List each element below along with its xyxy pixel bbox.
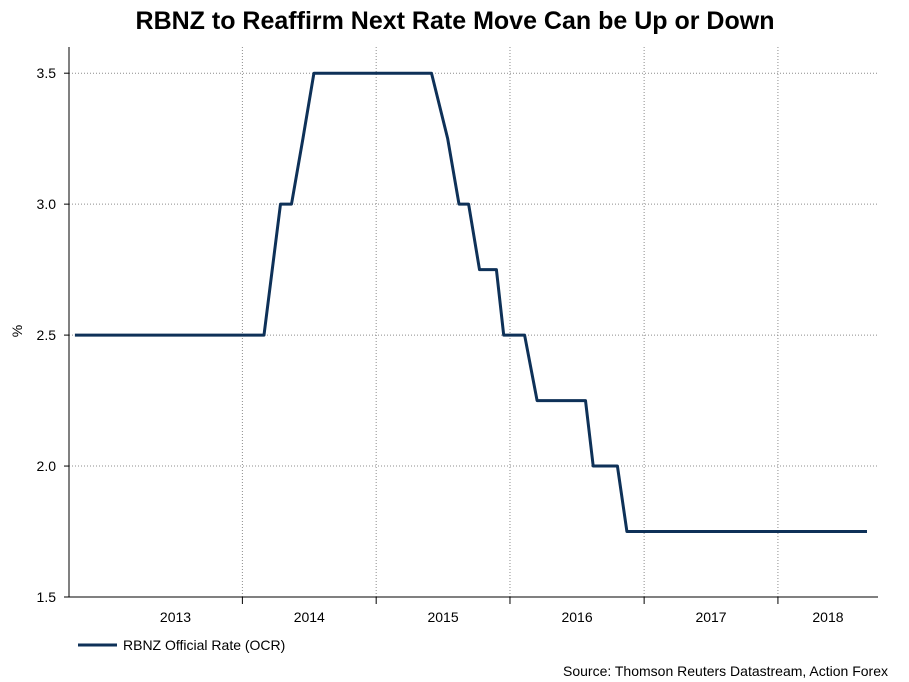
legend-label: RBNZ Official Rate (OCR) — [123, 637, 285, 653]
y-tick-label: 2.0 — [37, 458, 57, 474]
source-note: Source: Thomson Reuters Datastream, Acti… — [563, 663, 888, 679]
series-line — [74, 71, 867, 533]
x-tick-label: 2013 — [160, 609, 191, 625]
y-tick-label: 1.5 — [37, 589, 57, 605]
y-tick-label: 3.0 — [37, 196, 57, 212]
y-tick-label: 2.5 — [37, 327, 57, 343]
x-tick-label: 2014 — [294, 609, 325, 625]
x-tick-label: 2016 — [561, 609, 592, 625]
y-tick-label: 3.5 — [37, 65, 57, 81]
y-axis-label: % — [9, 325, 25, 337]
axes: 1.5 2.0 2.5 3.0 3.5 2013 2014 2015 2016 2017 2018 — [37, 47, 878, 625]
grid — [69, 47, 878, 597]
chart-title: RBNZ to Reaffirm Next Rate Move Can be U… — [136, 7, 775, 35]
x-tick-label: 2018 — [812, 609, 843, 625]
series-layer — [74, 71, 867, 533]
x-tick-label: 2017 — [695, 609, 726, 625]
legend: RBNZ Official Rate (OCR) — [78, 637, 285, 653]
x-tick-label: 2015 — [427, 609, 458, 625]
